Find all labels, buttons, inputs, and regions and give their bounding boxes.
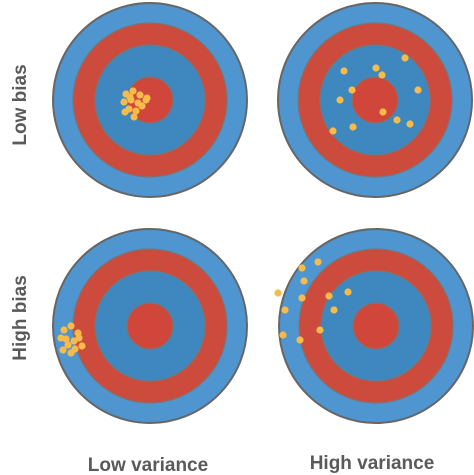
shot-dot	[316, 326, 324, 334]
column-label: Low variance	[88, 455, 208, 475]
shot-dot	[64, 341, 72, 349]
shot-dot	[120, 98, 128, 106]
shot-dot	[279, 331, 287, 339]
shot-dot	[372, 64, 380, 72]
shot-dot	[126, 93, 134, 101]
target-ring	[352, 302, 400, 350]
shot-dot	[130, 113, 138, 121]
shot-dot	[348, 86, 356, 94]
shot-dot	[406, 120, 414, 128]
shot-dot	[300, 277, 308, 285]
shot-dot	[340, 67, 348, 75]
shot-dot	[314, 258, 322, 266]
shot-dot	[136, 91, 144, 99]
shot-dot	[60, 326, 68, 334]
shot-dot	[67, 322, 75, 330]
target-ring	[126, 302, 174, 350]
shot-dot	[296, 336, 304, 344]
shot-dot	[329, 127, 337, 135]
shot-dot	[344, 288, 352, 296]
shot-dot	[143, 94, 151, 102]
shot-dot	[336, 96, 344, 104]
shot-dot	[75, 334, 83, 342]
shot-dot	[57, 334, 65, 342]
shot-dot	[71, 345, 79, 353]
shot-dot	[132, 107, 140, 115]
column-label: High variance	[310, 453, 435, 474]
targets	[52, 2, 474, 424]
shot-dot	[401, 54, 409, 62]
shot-dot	[298, 294, 306, 302]
shot-dot	[379, 108, 387, 116]
shot-dot	[129, 87, 137, 95]
shot-dot	[325, 292, 333, 300]
shot-dot	[78, 342, 86, 350]
shot-dot	[414, 86, 422, 94]
shot-dot	[274, 289, 282, 297]
shot-dot	[138, 102, 146, 110]
shot-dot	[349, 123, 357, 131]
shot-dot	[59, 346, 67, 354]
shot-dot	[330, 306, 338, 314]
row-label: High bias	[10, 275, 31, 361]
shot-dot	[393, 116, 401, 124]
target-ring	[351, 76, 399, 124]
shot-dot	[121, 108, 129, 116]
shot-dot	[281, 306, 289, 314]
row-label: Low bias	[10, 64, 31, 145]
shot-dot	[298, 264, 306, 272]
shot-dot	[378, 71, 386, 79]
